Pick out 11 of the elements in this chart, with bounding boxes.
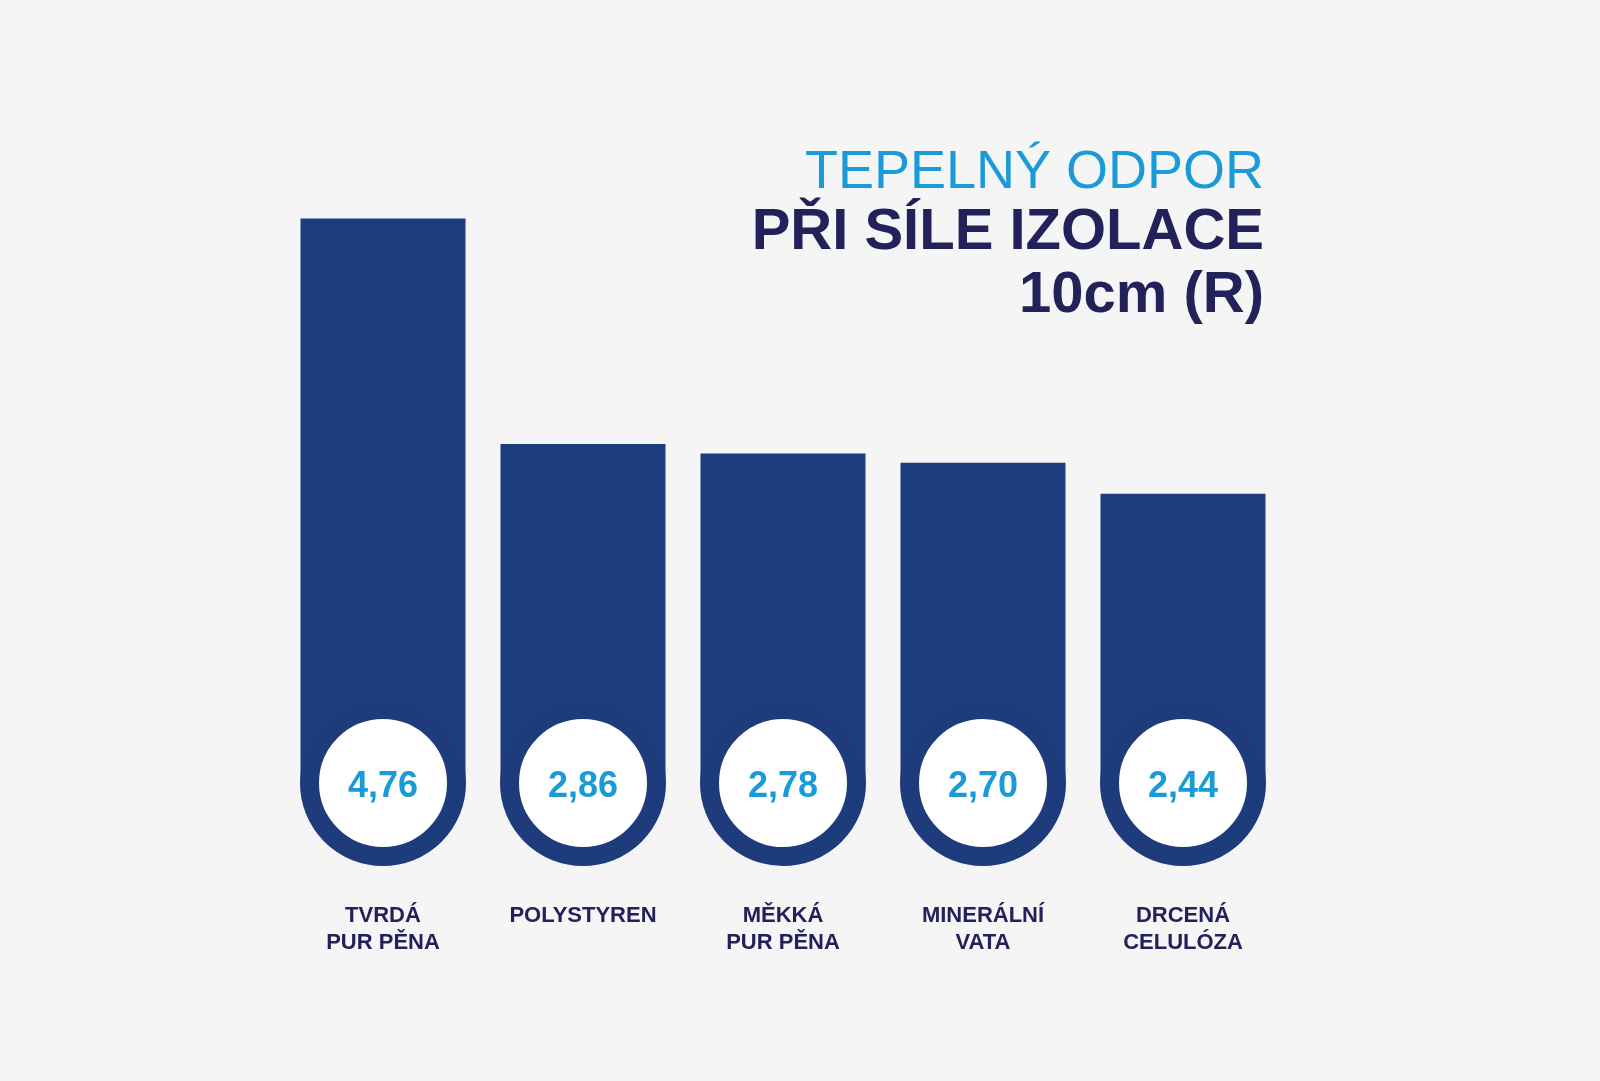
- x-tick-label: MINERÁLNÍ VATA: [921, 902, 1045, 954]
- data-label: 2,70: [947, 764, 1019, 807]
- data-label: 4,76: [347, 764, 419, 807]
- data-label: 2,86: [547, 764, 619, 807]
- x-tick-label: DRCENÁ CELULÓZA: [1123, 902, 1243, 954]
- data-label: 2,44: [1147, 764, 1219, 807]
- x-tick-label: TVRDÁ PUR PĚNA: [326, 902, 440, 954]
- chart-subtitle: PŘI SÍLE IZOLACE 10cm (R): [751, 196, 1264, 324]
- data-label: 2,78: [747, 764, 819, 807]
- x-tick-label: MĚKKÁ PUR PĚNA: [726, 902, 840, 954]
- x-tick-label: POLYSTYREN: [509, 902, 657, 928]
